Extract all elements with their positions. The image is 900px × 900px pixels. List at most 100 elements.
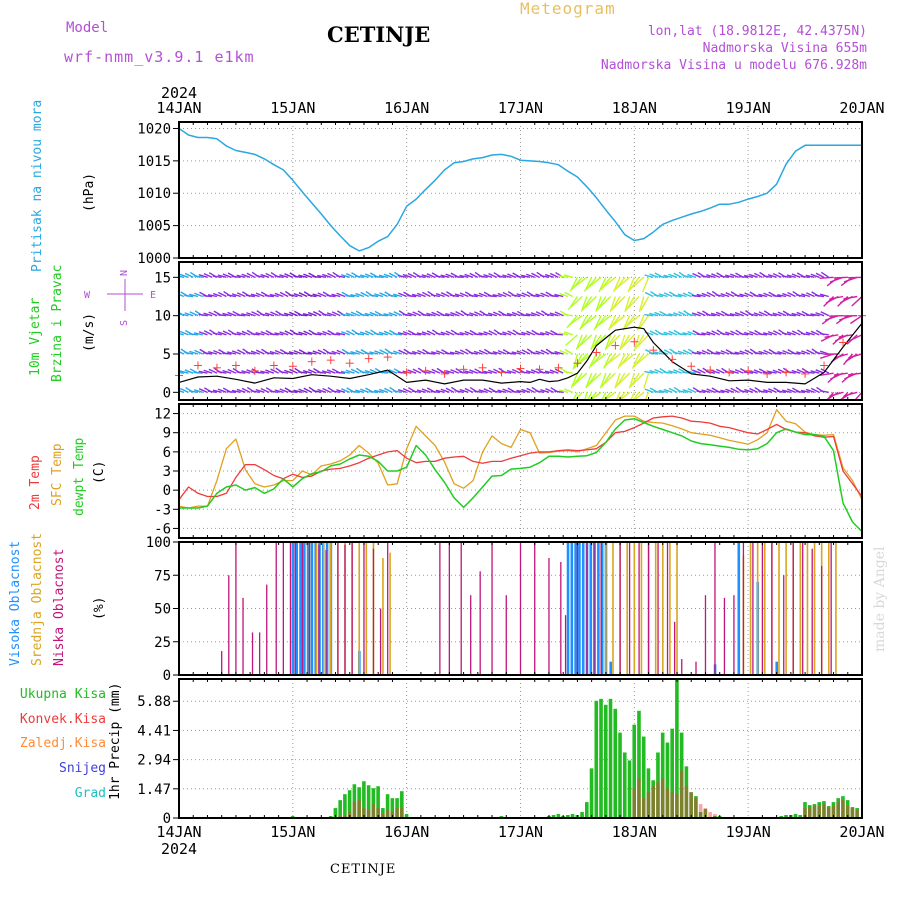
wind-barb <box>393 293 403 298</box>
total-precip-bar <box>352 784 357 818</box>
wind-barb <box>407 294 417 298</box>
wind-barb <box>402 313 412 317</box>
wind-barb <box>179 313 189 317</box>
total-precip-bar <box>798 815 803 818</box>
conv-precip-bar <box>689 792 693 818</box>
total-precip-bar <box>807 805 812 818</box>
wind-barb <box>619 353 631 368</box>
wind-barb <box>189 350 199 355</box>
wind-barb <box>255 292 265 298</box>
wind-barb <box>730 330 739 336</box>
wind-barb <box>402 388 412 393</box>
wind-barb <box>440 314 450 317</box>
wind-barb <box>682 349 692 355</box>
wind-barb <box>478 349 488 355</box>
conv-precip-bar <box>803 808 807 818</box>
wind-barb <box>379 292 388 298</box>
wind-barb <box>614 276 626 291</box>
wind-barb <box>677 293 687 298</box>
wind-barb <box>624 315 635 329</box>
legend-conv-rain: Konvek.Kisa <box>19 712 106 727</box>
wind-barb <box>848 353 862 359</box>
wind-barb <box>729 312 739 317</box>
wind-barb <box>530 351 540 355</box>
conv-precip-bar <box>679 770 684 818</box>
wind-barb <box>383 330 393 336</box>
wind-barb <box>198 370 208 374</box>
total-precip-bar <box>400 791 404 818</box>
wind-barb <box>525 313 535 317</box>
wind-barb <box>502 388 512 393</box>
wind-barb <box>696 311 706 317</box>
y-tick-label: 3 <box>163 464 171 480</box>
wind-barb <box>279 274 289 279</box>
wind-barb <box>781 275 791 279</box>
wind-barb <box>488 330 498 336</box>
wind-barb <box>672 294 682 298</box>
total-precip-bar <box>362 781 366 818</box>
wind-barb <box>355 389 365 394</box>
wind-barb <box>469 272 479 278</box>
wind-barb <box>473 293 483 298</box>
altitude-text: Nadmorska Visina 655m <box>702 41 867 56</box>
wind-barb <box>274 292 284 298</box>
wind-barb <box>585 372 593 389</box>
wind-barb <box>597 315 612 327</box>
wind-barb <box>454 389 464 394</box>
wind-barb <box>326 312 336 317</box>
wind-barb <box>592 353 607 365</box>
wind-barb <box>777 293 787 298</box>
wind-barb <box>322 387 332 393</box>
wind-barb <box>502 331 512 336</box>
wind-barb <box>569 277 579 292</box>
y-tick-label: 0 <box>163 385 171 401</box>
wind-barb <box>264 294 274 298</box>
wind-barb <box>269 390 279 394</box>
conv-precip-bar <box>641 798 646 818</box>
wind-barb <box>416 389 426 394</box>
wind-barb <box>411 390 421 394</box>
wind-barb <box>303 330 313 336</box>
wind-barb <box>622 315 631 331</box>
wind-barb <box>611 315 626 327</box>
wind-barb <box>584 392 588 400</box>
wind-barb <box>317 349 327 355</box>
total-precip-bar <box>618 732 622 818</box>
wind-barb <box>241 387 251 393</box>
wind-barb <box>302 370 312 374</box>
wind-barb <box>834 353 848 359</box>
wind-barb <box>720 275 730 279</box>
wind-barb <box>213 349 222 355</box>
y-tick-label: 100 <box>146 535 171 551</box>
wind-barb <box>236 371 246 374</box>
panel-frame <box>178 121 863 259</box>
wind-barb <box>554 311 564 317</box>
wind-barb <box>246 272 256 278</box>
wind-barb <box>611 296 621 311</box>
wind-barb <box>815 312 825 317</box>
wind-barb <box>633 334 640 351</box>
wind-barb <box>668 370 678 374</box>
wind-barb <box>606 334 616 349</box>
wind-barb <box>222 369 232 374</box>
wind-barb <box>644 313 654 317</box>
compass-w: W <box>84 290 91 301</box>
wind-barb <box>422 291 431 298</box>
wind-barb <box>317 292 327 298</box>
wind-barb <box>618 391 631 400</box>
wind-barb <box>383 313 393 317</box>
wind-barb <box>819 333 829 336</box>
wind-barb <box>326 294 336 298</box>
wind-barb <box>516 332 526 336</box>
wind-barb <box>815 272 825 278</box>
wind-barb <box>426 352 436 355</box>
compass-e: E <box>150 290 156 301</box>
wind-barb <box>184 351 194 355</box>
high-cloud-bar <box>581 542 585 675</box>
wind-barb <box>711 273 720 278</box>
wind-barb <box>516 275 526 279</box>
wind-barb <box>535 333 545 336</box>
wind-barb <box>720 332 730 336</box>
wind-barb <box>767 370 777 374</box>
wind-barb <box>397 274 407 279</box>
